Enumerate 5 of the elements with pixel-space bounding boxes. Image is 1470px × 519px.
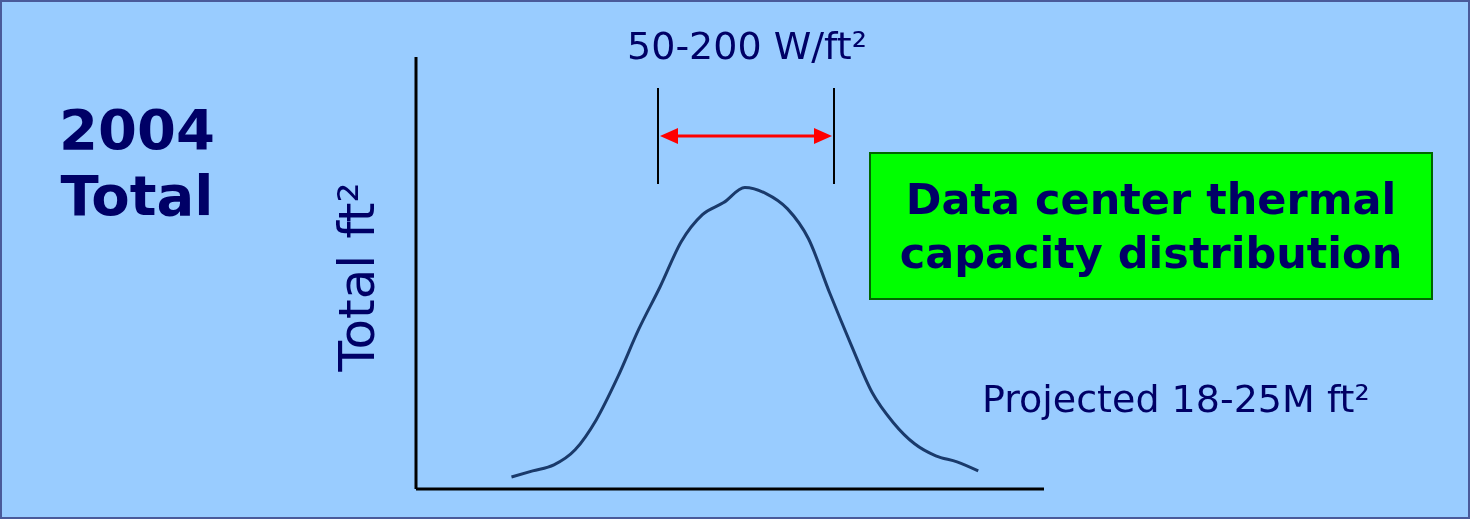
annotation: Projected 18-25M ft² <box>982 377 1370 421</box>
text: 50-200 W/ft² <box>626 24 868 68</box>
y-axis-title: Total ft² <box>328 182 386 372</box>
text: 2004 Total <box>58 97 216 229</box>
text: Data center thermal capacity distribution <box>869 152 1433 300</box>
